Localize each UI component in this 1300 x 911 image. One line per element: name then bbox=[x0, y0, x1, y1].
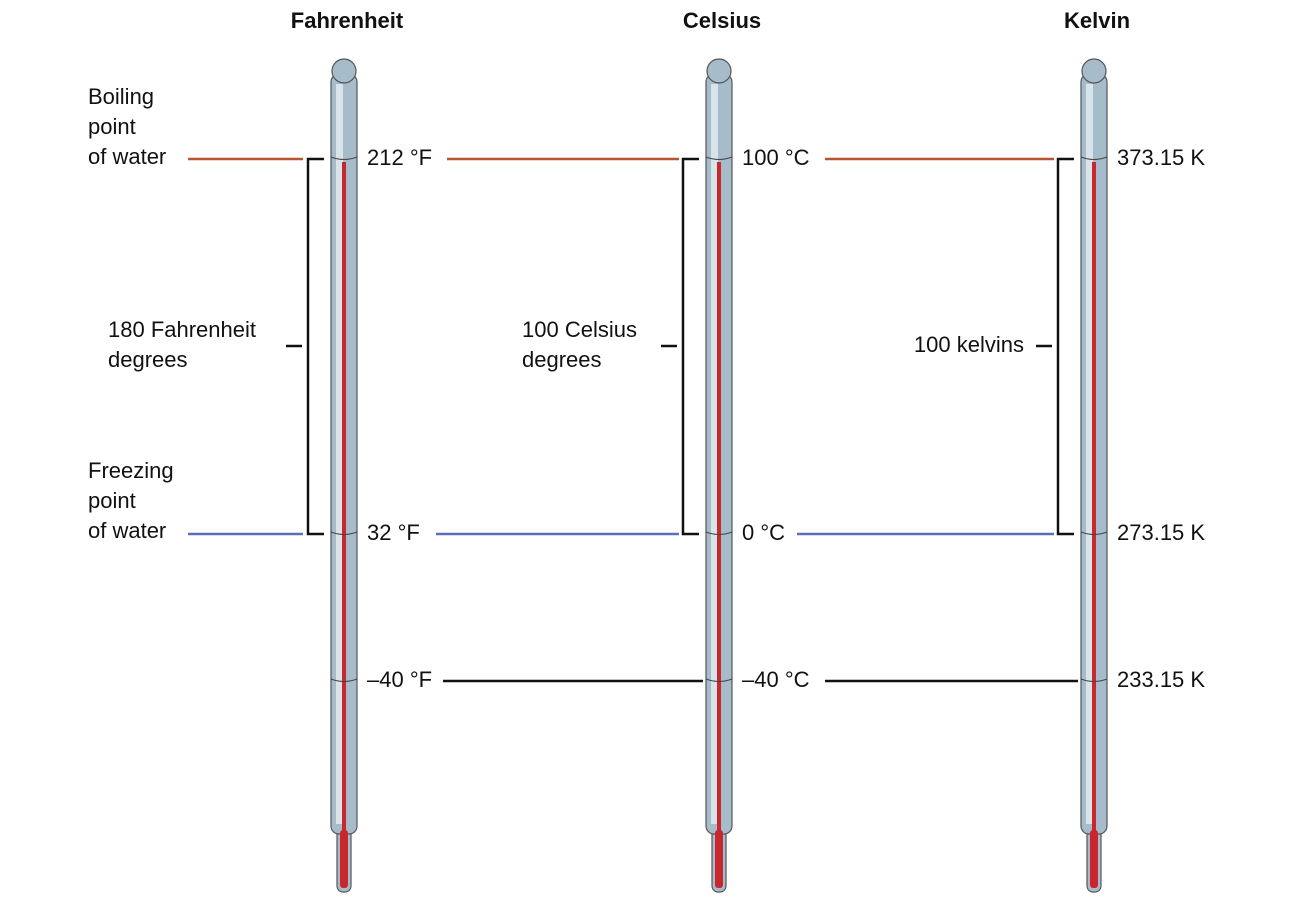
level-tick bbox=[705, 531, 733, 535]
bulb-top bbox=[331, 58, 357, 84]
mercury-reservoir bbox=[715, 830, 723, 888]
left-label: Freezing bbox=[88, 458, 174, 483]
mercury bbox=[1092, 162, 1096, 832]
level-tick bbox=[705, 678, 733, 682]
reading: 233.15 K bbox=[1117, 667, 1205, 692]
span-label: 180 Fahrenheit bbox=[108, 317, 256, 342]
reading: 0 °C bbox=[742, 520, 785, 545]
reading: –40 °C bbox=[742, 667, 810, 692]
left-label: point bbox=[88, 488, 136, 513]
left-label: of water bbox=[88, 144, 166, 169]
tube-highlight bbox=[336, 84, 343, 824]
span-label: 100 kelvins bbox=[914, 332, 1024, 357]
reading: 373.15 K bbox=[1117, 145, 1205, 170]
left-label: of water bbox=[88, 518, 166, 543]
level-tick bbox=[1080, 531, 1108, 535]
mercury-reservoir bbox=[1090, 830, 1098, 888]
level-tick bbox=[1080, 156, 1108, 160]
scale-title: Kelvin bbox=[1064, 8, 1130, 33]
scale-title: Fahrenheit bbox=[291, 8, 404, 33]
reading: 100 °C bbox=[742, 145, 810, 170]
mercury-reservoir bbox=[340, 830, 348, 888]
tube-highlight bbox=[1086, 84, 1093, 824]
level-tick bbox=[705, 156, 733, 160]
reading: –40 °F bbox=[367, 667, 432, 692]
connector-lines bbox=[188, 157, 1078, 683]
bracket bbox=[306, 157, 324, 536]
mercury bbox=[342, 162, 346, 832]
reading: 212 °F bbox=[367, 145, 432, 170]
level-tick bbox=[330, 531, 358, 535]
tube-highlight bbox=[711, 84, 718, 824]
bulb-top bbox=[706, 58, 732, 84]
level-tick bbox=[330, 156, 358, 160]
scale-title: Celsius bbox=[683, 8, 761, 33]
level-tick bbox=[1080, 678, 1108, 682]
mercury bbox=[717, 162, 721, 832]
span-label: 100 Celsius bbox=[522, 317, 637, 342]
reading: 32 °F bbox=[367, 520, 420, 545]
bracket bbox=[1056, 157, 1074, 536]
reading: 273.15 K bbox=[1117, 520, 1205, 545]
span-label: degrees bbox=[522, 347, 602, 372]
left-label: Boiling bbox=[88, 84, 154, 109]
level-tick bbox=[330, 678, 358, 682]
span-label: degrees bbox=[108, 347, 188, 372]
left-label: point bbox=[88, 114, 136, 139]
bulb-top bbox=[1081, 58, 1107, 84]
bracket bbox=[681, 157, 699, 536]
